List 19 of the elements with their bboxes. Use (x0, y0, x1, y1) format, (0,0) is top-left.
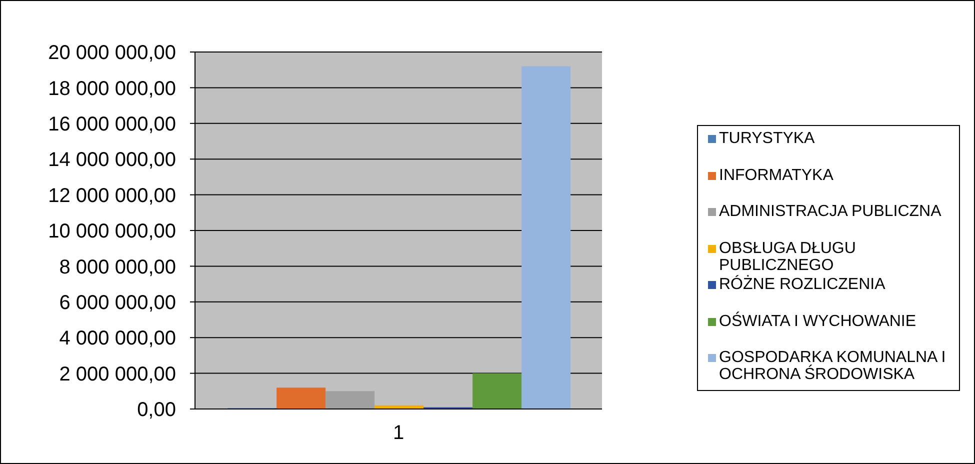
y-tick-label: 12 000 000,00 (48, 184, 176, 207)
y-tick-label: 16 000 000,00 (48, 114, 176, 136)
x-tick-label: 1 (392, 422, 404, 444)
y-tick-label: 6 000 000,00 (59, 292, 176, 314)
legend-label: OŚWIATA I WYCHOWANIE (719, 312, 918, 330)
legend-label: OBSŁUGA DŁUGU PUBLICZNEGO (719, 240, 857, 274)
y-tick-label: 8 000 000,00 (59, 256, 176, 278)
legend-label: TURYSTYKA (719, 130, 816, 147)
y-tick-label: 10 000 000,00 (48, 220, 176, 243)
y-tick-label: 2 000 000,00 (59, 363, 176, 386)
y-tick-label: 20 000 000,00 (48, 42, 176, 64)
y-tick-label: 14 000 000,00 (48, 149, 176, 172)
legend-label: GOSPODARKA KOMUNALNA I OCHRONA ŚRODOWISKA (719, 349, 947, 383)
legend-label: RÓŻNE ROZLICZENIA (719, 276, 886, 293)
y-tick-label: 4 000 000,00 (59, 328, 176, 350)
legend-label: INFORMATYKA (719, 166, 834, 184)
y-tick-label: 0,00 (137, 399, 176, 422)
y-tick-label: 18 000 000,00 (48, 78, 176, 100)
legend-label: ADMINISTRACJA PUBLICZNA (719, 203, 942, 220)
